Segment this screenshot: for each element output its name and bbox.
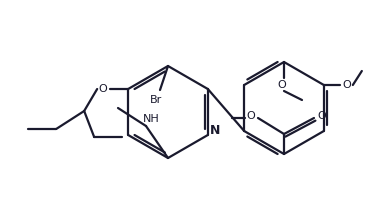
Text: O: O (318, 111, 326, 121)
Text: O: O (277, 80, 286, 90)
Text: O: O (342, 80, 351, 90)
Text: O: O (247, 111, 255, 121)
Text: NH: NH (143, 114, 159, 124)
Text: Br: Br (150, 95, 162, 105)
Text: N: N (210, 124, 220, 138)
Text: O: O (99, 84, 108, 94)
